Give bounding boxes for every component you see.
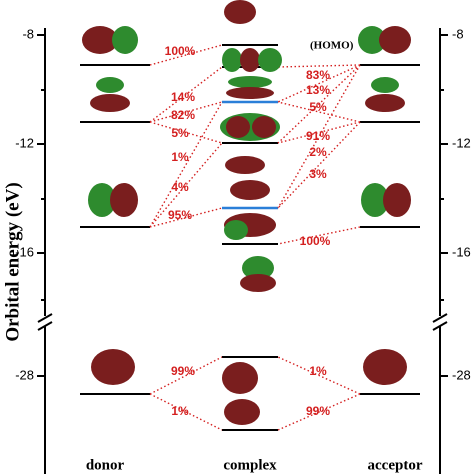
percentage: 14% [171,90,195,104]
column-label: donor [86,457,125,473]
percentage: 82% [171,108,195,122]
percentage: 99% [306,404,330,418]
axis-label: Orbital energy (eV) [2,182,23,341]
percentage: 99% [171,364,195,378]
column-label: complex [223,457,277,473]
y-tick-label: -16 [15,244,34,259]
y-tick-label: -8 [22,26,34,41]
percentage: 13% [306,83,330,97]
percentage: 1% [309,364,327,378]
homo-label: (HOMO) [310,40,354,52]
y-tick-label: -12 [15,135,34,150]
percentage: 83% [306,68,330,82]
percentage: 3% [309,167,327,181]
y-tick-label: -8 [452,26,464,41]
percentage: 1% [171,404,189,418]
connections [149,44,361,431]
percentage: 95% [168,208,192,222]
y-tick-label: -16 [452,244,471,259]
percentage: 91% [306,129,330,143]
y-tick-label: -28 [15,367,34,382]
percentage: 5% [309,100,327,114]
percentage: 5% [171,126,189,140]
axes [37,28,448,474]
percentage: 4% [171,180,189,194]
levels [80,44,420,431]
y-tick-label: -12 [452,135,471,150]
percentage: 2% [309,145,327,159]
orbitals [82,0,411,425]
percentage: 100% [300,234,331,248]
percentage: 1% [171,150,189,164]
percentage: 100% [165,44,196,58]
y-tick-label: -28 [452,367,471,382]
column-label: acceptor [368,457,423,473]
